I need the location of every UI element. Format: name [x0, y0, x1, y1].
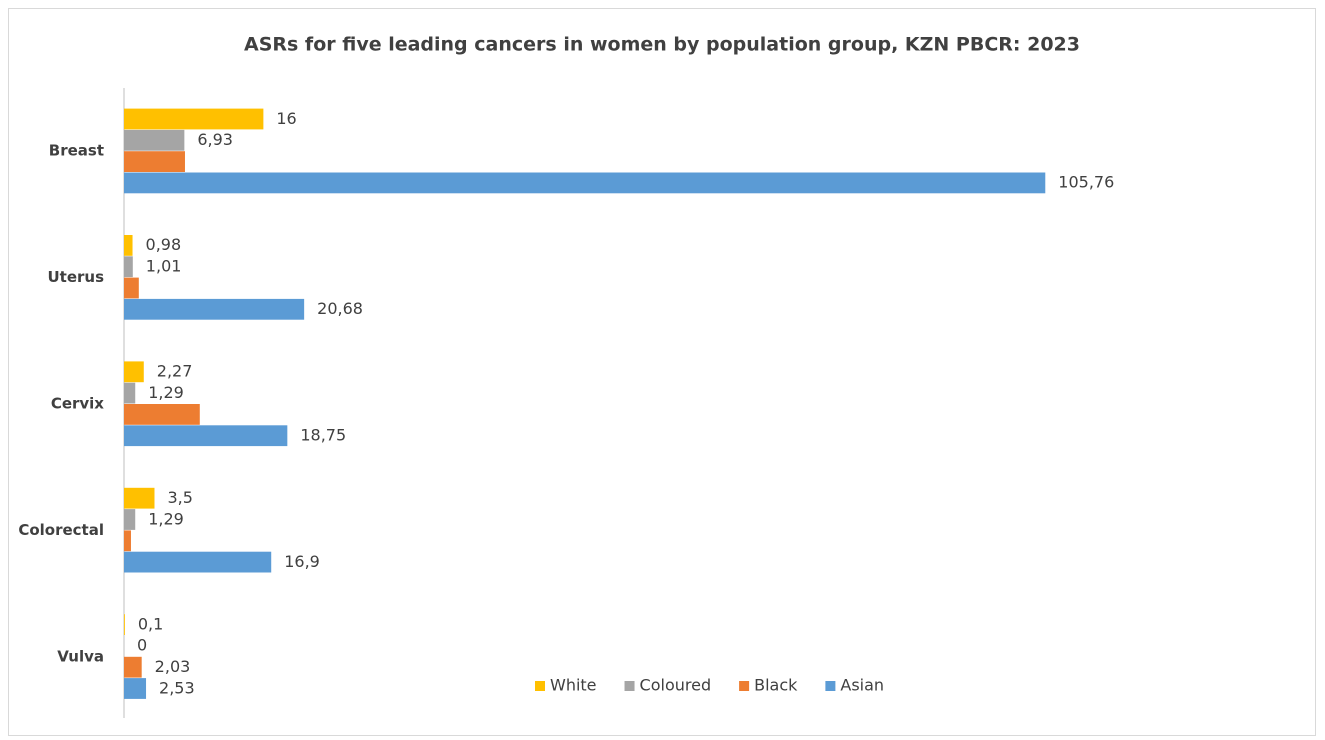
- data-label: 1,29: [148, 509, 184, 528]
- bar: [124, 151, 185, 172]
- legend-label: White: [550, 676, 597, 695]
- bar: [124, 235, 133, 256]
- y-tick-label: Uterus: [47, 268, 104, 286]
- bar: [124, 509, 136, 530]
- chart-title: ASRs for five leading cancers in women b…: [244, 34, 1080, 56]
- data-label: 0: [137, 636, 147, 655]
- y-tick-label: Colorectal: [18, 521, 104, 539]
- data-label: 1,01: [146, 256, 182, 275]
- data-label: 20,68: [317, 299, 363, 318]
- legend-swatch: [535, 681, 545, 691]
- bar: [124, 425, 288, 447]
- data-label: 0,1: [138, 614, 163, 633]
- bar: [124, 277, 139, 299]
- data-label: 3,5: [167, 488, 192, 507]
- bar: [124, 614, 125, 635]
- data-label: 16,9: [284, 552, 320, 571]
- bar: [124, 656, 142, 678]
- bar: [124, 530, 131, 552]
- data-label: 105,76: [1058, 173, 1114, 192]
- bar: [124, 108, 264, 130]
- bar: [124, 129, 185, 151]
- y-tick-label: Vulva: [57, 647, 104, 665]
- chart-border: [8, 8, 1316, 736]
- bar: [124, 678, 147, 699]
- data-label: 16: [276, 109, 296, 128]
- legend-swatch: [739, 681, 750, 691]
- bar: [124, 172, 1046, 194]
- bar: [124, 551, 272, 573]
- data-label: 6,93: [197, 130, 233, 149]
- data-label: 18,75: [300, 425, 346, 444]
- legend-swatch: [624, 681, 635, 691]
- data-label: 2,27: [157, 362, 193, 381]
- legend-label: Coloured: [640, 676, 712, 695]
- bar: [124, 382, 136, 404]
- data-label: 0,98: [146, 235, 182, 254]
- legend-swatch: [825, 681, 836, 691]
- data-label: 2,53: [159, 678, 195, 697]
- bar: [124, 404, 200, 425]
- bar: [124, 256, 133, 278]
- data-label: 2,03: [155, 657, 191, 676]
- y-tick-label: Cervix: [51, 395, 104, 413]
- bar: [124, 487, 155, 509]
- data-label: 1,29: [148, 383, 184, 402]
- legend-label: Black: [754, 676, 798, 695]
- y-tick-label: Breast: [49, 142, 104, 160]
- legend-label: Asian: [840, 676, 884, 695]
- bar: [124, 361, 144, 383]
- bar: [124, 298, 305, 320]
